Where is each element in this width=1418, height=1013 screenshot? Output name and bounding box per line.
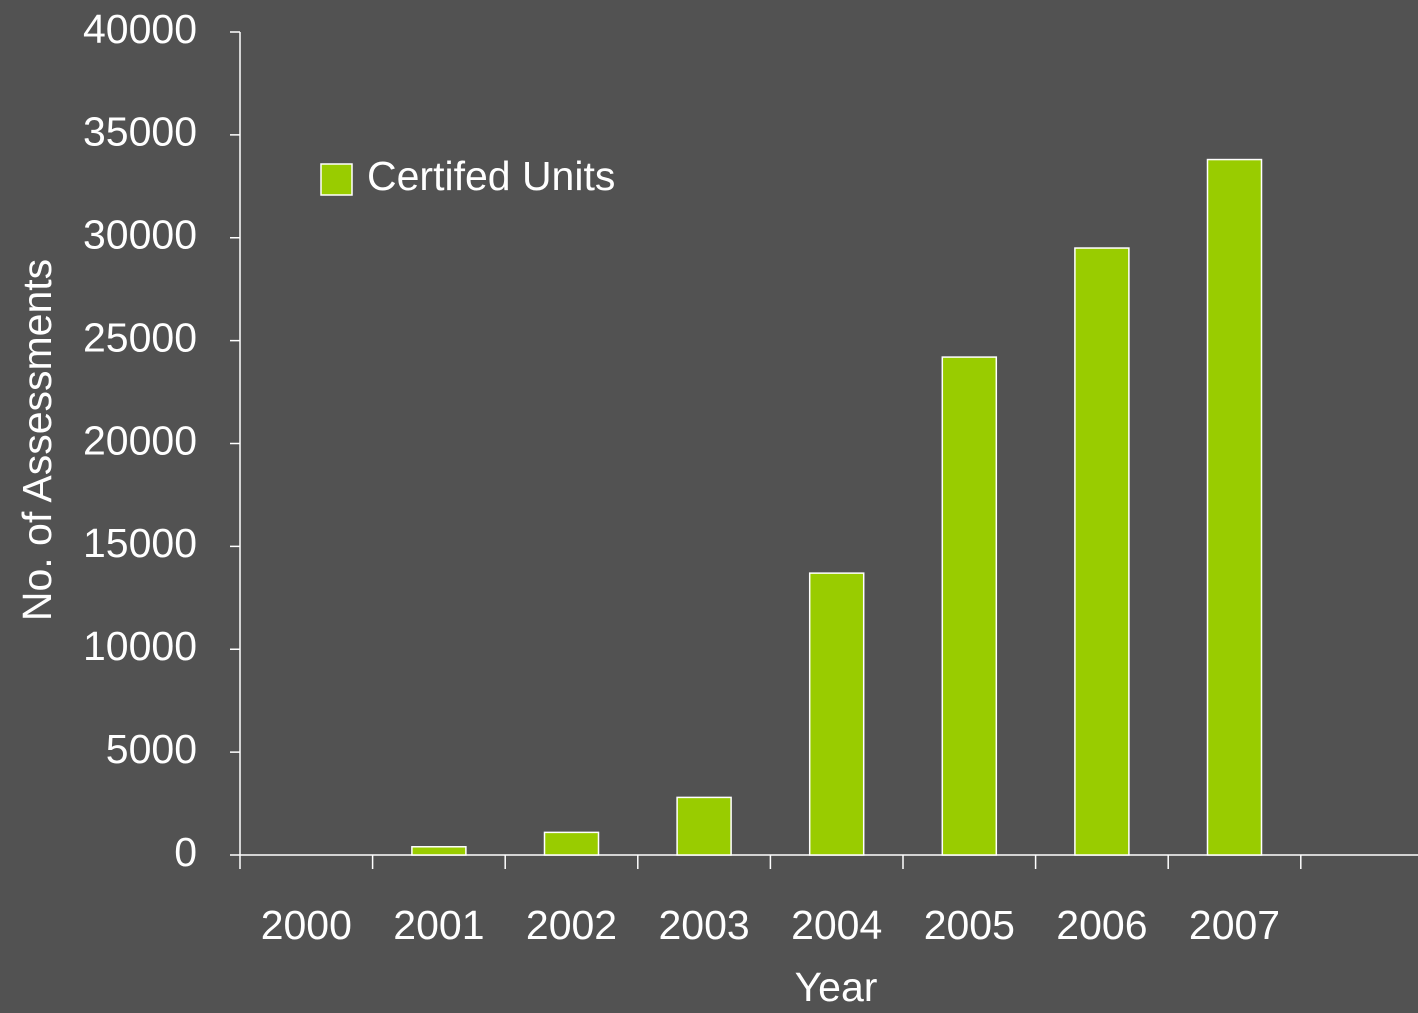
y-tick-label: 5000 <box>106 726 197 772</box>
y-tick-label: 15000 <box>83 520 197 566</box>
y-tick-label: 25000 <box>83 314 197 360</box>
y-tick-label: 35000 <box>83 109 197 155</box>
bar <box>676 796 732 856</box>
x-tick-label: 2007 <box>1189 902 1280 948</box>
legend-label: Certifed Units <box>367 153 615 199</box>
bar <box>1206 158 1263 856</box>
legend-swatch <box>320 163 353 196</box>
bar <box>411 846 467 856</box>
y-tick-label: 0 <box>174 829 197 875</box>
x-tick-label: 2006 <box>1056 902 1147 948</box>
y-axis-label: No. of Assessments <box>14 259 60 621</box>
x-tick-label: 2005 <box>924 902 1015 948</box>
y-tick-label: 10000 <box>83 623 197 669</box>
bar <box>808 572 865 856</box>
bar <box>941 356 998 856</box>
bar <box>1074 247 1130 856</box>
x-tick-label: 2004 <box>791 902 882 948</box>
y-tick-label: 20000 <box>83 417 197 463</box>
x-tick-label: 2000 <box>261 902 352 948</box>
x-axis-label: Year <box>795 964 878 1010</box>
x-tick-label: 2003 <box>658 902 749 948</box>
bar <box>543 831 600 856</box>
x-tick-label: 2002 <box>526 902 617 948</box>
x-tick-label: 2001 <box>393 902 484 948</box>
y-tick-label: 30000 <box>83 212 197 258</box>
y-tick-label: 40000 <box>83 6 197 52</box>
